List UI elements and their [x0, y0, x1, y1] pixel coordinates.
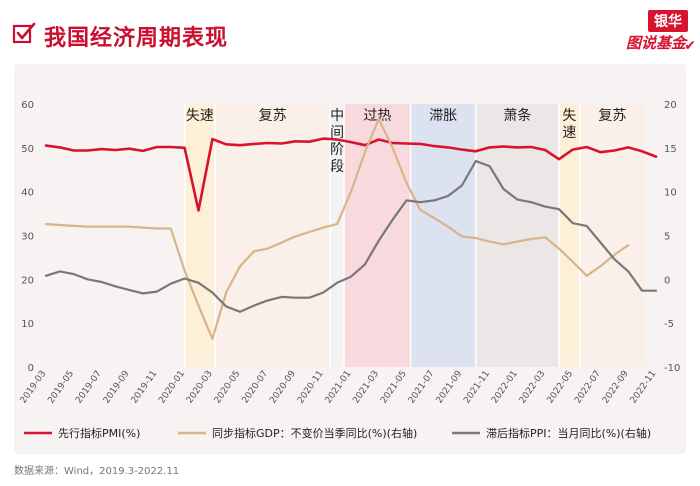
series-line — [44, 137, 658, 212]
y-right-tick-label: -5 — [664, 319, 674, 330]
y-right-tick-label: 10 — [664, 188, 677, 199]
x-tick-label: 2021-01 — [324, 369, 354, 406]
data-source-note: 数据来源：Wind，2019.3-2022.11 — [14, 466, 180, 477]
phase-band — [558, 104, 580, 367]
y-right-tick-label: 0 — [664, 275, 670, 286]
header: 我国经济周期表现 银华 图说基金 ✔ — [0, 0, 700, 62]
x-tick-label: 2022-07 — [573, 369, 603, 406]
y-left-tick-label: 50 — [21, 144, 34, 155]
logo-top-text: 银华 — [648, 10, 688, 32]
y-right-tick-label: 5 — [664, 232, 670, 243]
phase-label: 复苏 — [598, 107, 626, 124]
y-left-tick-label: 30 — [21, 232, 34, 243]
x-tick-label: 2019-05 — [46, 369, 76, 406]
checkbox-check-icon — [12, 22, 36, 44]
x-tick-label: 2020-05 — [213, 369, 243, 406]
y-left-tick-label: 20 — [21, 275, 34, 286]
phase-label: 中 — [330, 108, 344, 124]
x-tick-label: 2019-11 — [130, 369, 160, 406]
phase-label: 阶 — [330, 142, 344, 158]
x-tick-label: 2021-11 — [462, 369, 492, 406]
legend-label: 先行指标PMI(%) — [58, 426, 140, 440]
y-left-tick-label: 0 — [28, 363, 34, 374]
x-tick-label: 2020-07 — [241, 369, 271, 406]
x-tick-label: 2022-09 — [601, 369, 631, 406]
phase-label: 滞胀 — [429, 108, 457, 124]
phase-label: 段 — [330, 159, 344, 175]
y-right-tick-label: -10 — [664, 363, 680, 374]
y-left-tick-label: 40 — [21, 188, 34, 199]
legend-label: 滞后指标PPI：当月同比(%)(右轴) — [486, 426, 651, 440]
x-tick-label: 2020-01 — [157, 369, 187, 406]
y-left-tick-label: 60 — [21, 100, 34, 111]
y-left-tick-label: 10 — [21, 319, 34, 330]
logo-bottom-text: 图说基金 — [625, 34, 686, 52]
x-tick-label: 2020-09 — [268, 369, 298, 406]
x-tick-label: 2021-07 — [407, 369, 437, 406]
x-tick-label: 2022-05 — [546, 369, 576, 406]
phase-label: 失速 — [186, 108, 214, 124]
y-right-tick-label: 20 — [664, 100, 677, 111]
phase-label: 复苏 — [259, 107, 287, 124]
legend-label: 同步指标GDP：不变价当季同比(%)(右轴) — [212, 426, 417, 440]
x-tick-label: 2021-03 — [351, 369, 381, 406]
series-line — [44, 159, 658, 313]
x-tick-label: 2019-07 — [74, 369, 104, 406]
y-right-tick-label: 15 — [664, 144, 677, 155]
phase-band — [330, 104, 345, 367]
phase-band — [215, 104, 331, 367]
x-tick-label: 2022-03 — [518, 369, 548, 406]
phase-label: 萧条 — [503, 107, 531, 124]
phase-label: 速 — [562, 125, 576, 141]
phase-label: 间 — [330, 125, 344, 141]
x-tick-label: 2022-11 — [629, 369, 659, 406]
logo-check-icon: ✔ — [684, 38, 696, 54]
x-tick-label: 2019-03 — [19, 369, 49, 406]
phase-label: 过热 — [363, 108, 391, 124]
phase-band — [344, 104, 411, 367]
phase-band — [579, 104, 645, 367]
x-tick-label: 2020-11 — [296, 369, 326, 406]
phase-label: 失 — [562, 108, 576, 124]
page-title: 我国经济周期表现 — [44, 26, 229, 51]
x-tick-label: 2020-03 — [185, 369, 215, 406]
brand-logo: 银华 图说基金 ✔ — [604, 8, 696, 56]
series-line — [44, 117, 630, 340]
x-tick-label: 2021-09 — [435, 369, 465, 406]
x-tick-label: 2022-01 — [490, 369, 520, 406]
phase-band — [475, 104, 559, 367]
x-tick-label: 2019-09 — [102, 369, 132, 406]
x-tick-label: 2021-05 — [379, 369, 409, 406]
